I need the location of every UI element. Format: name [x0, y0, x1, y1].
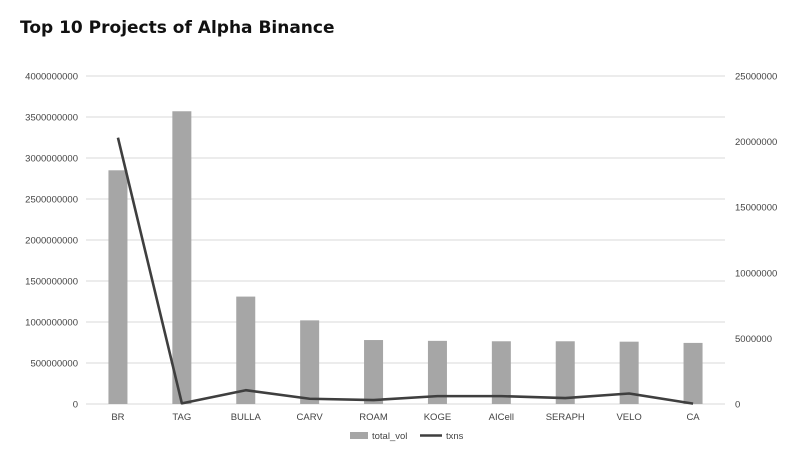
y-left-tick-label: 2500000000	[25, 195, 78, 206]
bar	[172, 111, 192, 404]
x-tick-label: SERAPH	[546, 412, 585, 423]
chart-title: Top 10 Projects of Alpha Binance	[20, 18, 335, 38]
bar	[683, 342, 703, 404]
x-tick-label: TAG	[172, 412, 191, 423]
y-left-tick-label: 500000000	[30, 359, 78, 370]
x-tick-label: ROAM	[359, 412, 388, 423]
txns-line	[116, 137, 694, 405]
x-tick-label: VELO	[616, 412, 641, 423]
x-tick-label: BR	[111, 412, 124, 423]
y-left-tick-label: 1500000000	[25, 277, 78, 288]
bar	[491, 341, 511, 404]
y-right-tick-label: 0	[735, 400, 740, 411]
y-left-tick-label: 3000000000	[25, 154, 78, 165]
y-right-tick-label: 20000000	[735, 137, 777, 148]
x-tick-label: AICell	[489, 412, 514, 423]
bar	[236, 296, 256, 404]
bar	[555, 341, 575, 404]
y-left-tick-label: 1000000000	[25, 318, 78, 329]
y-right-tick-label: 5000000	[735, 334, 772, 345]
y-left-tick-label: 3500000000	[25, 113, 78, 124]
x-tick-label: CA	[686, 412, 700, 423]
bar	[619, 341, 639, 404]
y-right-tick-label: 10000000	[735, 268, 777, 279]
x-tick-label: KOGE	[424, 412, 451, 423]
y-left-tick-label: 4000000000	[25, 72, 78, 83]
legend-label-txns: txns	[446, 431, 464, 442]
y-left-tick-label: 0	[73, 400, 78, 411]
legend-swatch-total-vol	[350, 432, 368, 439]
y-right-tick-label: 15000000	[735, 203, 777, 214]
bar	[427, 340, 447, 404]
bar	[300, 320, 320, 404]
x-tick-label: CARV	[297, 412, 324, 423]
bar	[108, 170, 128, 404]
y-left-tick-label: 2000000000	[25, 236, 78, 247]
x-tick-label: BULLA	[231, 412, 262, 423]
bar	[364, 340, 384, 404]
legend-label-total-vol: total_vol	[372, 431, 407, 442]
y-right-tick-label: 25000000	[735, 72, 777, 83]
